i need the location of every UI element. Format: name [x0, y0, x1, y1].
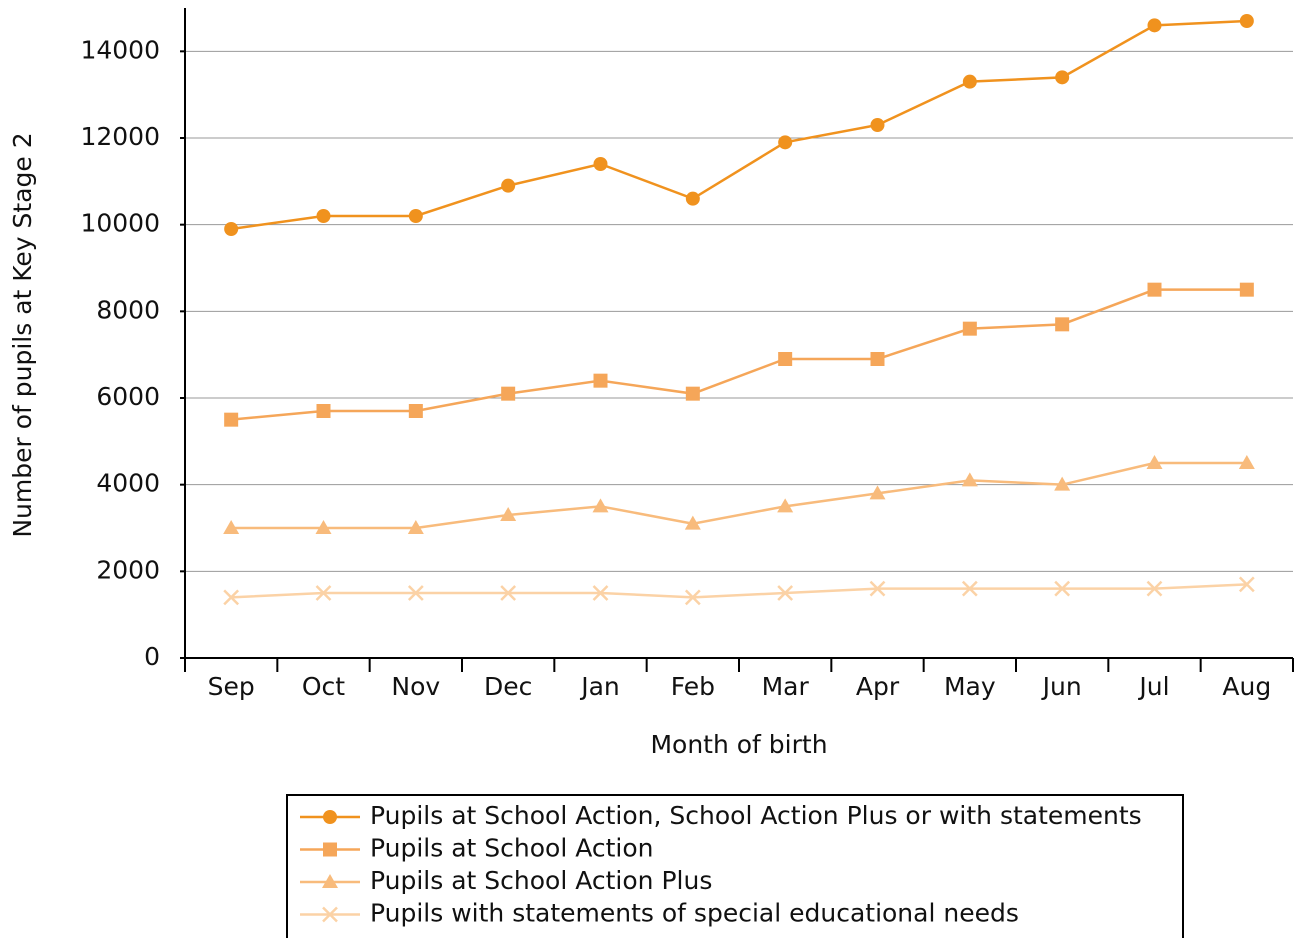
x-tick-label: Jan [579, 672, 620, 701]
x-tick-label: May [944, 672, 996, 701]
legend-label: Pupils at School Action, School Action P… [370, 801, 1142, 830]
series-line [231, 288, 1247, 421]
marker [869, 485, 886, 500]
marker [1147, 18, 1162, 33]
x-tick-label: Mar [762, 672, 810, 701]
marker [323, 810, 337, 824]
y-tick-label: 10000 [80, 209, 160, 238]
legend-box [286, 794, 1184, 938]
x-tick-label: Jul [1137, 672, 1169, 701]
marker [322, 874, 338, 888]
marker [408, 209, 423, 223]
x-tick-label: Jun [1041, 672, 1082, 701]
marker [1055, 317, 1070, 332]
marker [500, 585, 517, 601]
marker [408, 404, 423, 418]
y-tick-label: 0 [144, 642, 160, 671]
marker [1054, 580, 1071, 597]
marker [1238, 576, 1255, 593]
marker [223, 589, 240, 606]
marker [500, 507, 517, 521]
marker [322, 906, 338, 923]
marker [870, 118, 885, 132]
marker [501, 386, 516, 401]
series-line [230, 19, 1247, 231]
marker [315, 585, 332, 601]
marker [223, 520, 240, 534]
marker [1054, 476, 1071, 491]
marker [315, 520, 332, 534]
marker [592, 498, 609, 513]
y-axis-label: Number of pupils at Key Stage 2 [8, 132, 37, 537]
marker [1147, 282, 1162, 297]
x-tick-label: Dec [484, 672, 532, 701]
marker [961, 580, 978, 597]
marker [684, 589, 701, 606]
marker [777, 585, 794, 601]
marker [870, 352, 885, 366]
marker [684, 515, 701, 530]
x-axis-label: Month of birth [650, 730, 827, 759]
x-tick-label: Aug [1222, 672, 1271, 701]
marker [1146, 580, 1163, 597]
marker [316, 404, 331, 418]
y-tick-label: 14000 [80, 35, 160, 64]
x-tick-label: Sep [208, 672, 255, 701]
marker [962, 74, 977, 89]
marker [962, 321, 977, 336]
marker [501, 178, 516, 193]
y-tick-label: 6000 [96, 382, 160, 411]
y-tick-label: 2000 [96, 555, 160, 584]
marker [1146, 455, 1163, 469]
marker [869, 580, 886, 597]
marker [1239, 14, 1254, 28]
marker [224, 412, 239, 427]
marker [407, 520, 424, 534]
marker [777, 498, 794, 513]
marker [593, 373, 608, 388]
x-tick-label: Feb [671, 672, 715, 701]
marker [1239, 282, 1254, 297]
y-tick-label: 4000 [96, 469, 160, 498]
marker [224, 222, 239, 236]
legend-label: Pupils at School Action [370, 834, 654, 863]
series-line [231, 583, 1247, 599]
marker [685, 386, 700, 401]
marker [685, 191, 700, 206]
marker [592, 585, 609, 601]
marker [323, 842, 337, 857]
series-line [231, 461, 1247, 530]
marker [778, 352, 793, 366]
y-tick-label: 8000 [96, 295, 160, 324]
x-tick-label: Oct [302, 672, 345, 701]
marker [1055, 70, 1070, 85]
x-tick-label: Nov [391, 672, 440, 701]
marker [593, 157, 608, 171]
marker [778, 135, 793, 150]
legend-label: Pupils with statements of special educat… [370, 899, 1019, 928]
legend-label: Pupils at School Action Plus [370, 866, 712, 895]
x-tick-label: Apr [856, 672, 900, 701]
marker [1238, 455, 1255, 469]
marker [961, 472, 978, 487]
y-tick-label: 12000 [80, 122, 160, 151]
marker [407, 585, 424, 601]
marker [316, 209, 331, 223]
